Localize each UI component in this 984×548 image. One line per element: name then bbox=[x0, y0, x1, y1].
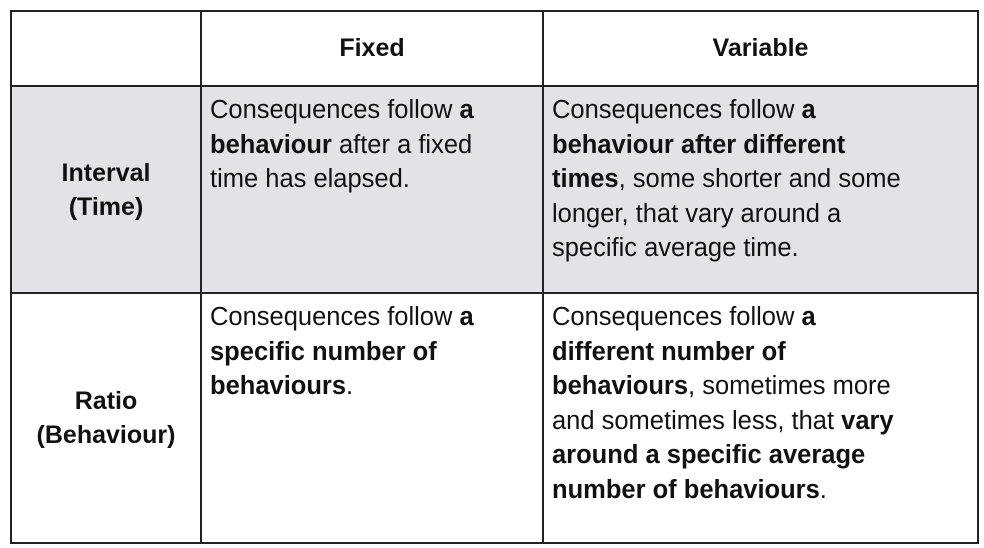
cell-variable-interval: Consequences follow a behaviour after di… bbox=[542, 85, 979, 294]
corner-cell bbox=[10, 10, 202, 87]
cell-fixed-interval: Consequences follow a behaviour after a … bbox=[200, 85, 544, 294]
row-header-interval: Interval (Time) bbox=[10, 85, 202, 294]
cell-fixed-ratio: Consequences follow a specific number of… bbox=[200, 292, 544, 544]
table-row-interval: Interval (Time) Consequences follow a be… bbox=[10, 85, 979, 294]
reinforcement-schedule-table: Fixed Variable Interval (Time) Consequen… bbox=[10, 10, 979, 544]
column-header-variable: Variable bbox=[542, 10, 979, 87]
header-row: Fixed Variable bbox=[10, 10, 979, 87]
table-row-ratio: Ratio (Behaviour) Consequences follow a … bbox=[10, 292, 979, 544]
row-header-ratio: Ratio (Behaviour) bbox=[10, 292, 202, 544]
cell-variable-ratio: Consequences follow a different number o… bbox=[542, 292, 979, 544]
column-header-fixed: Fixed bbox=[200, 10, 544, 87]
